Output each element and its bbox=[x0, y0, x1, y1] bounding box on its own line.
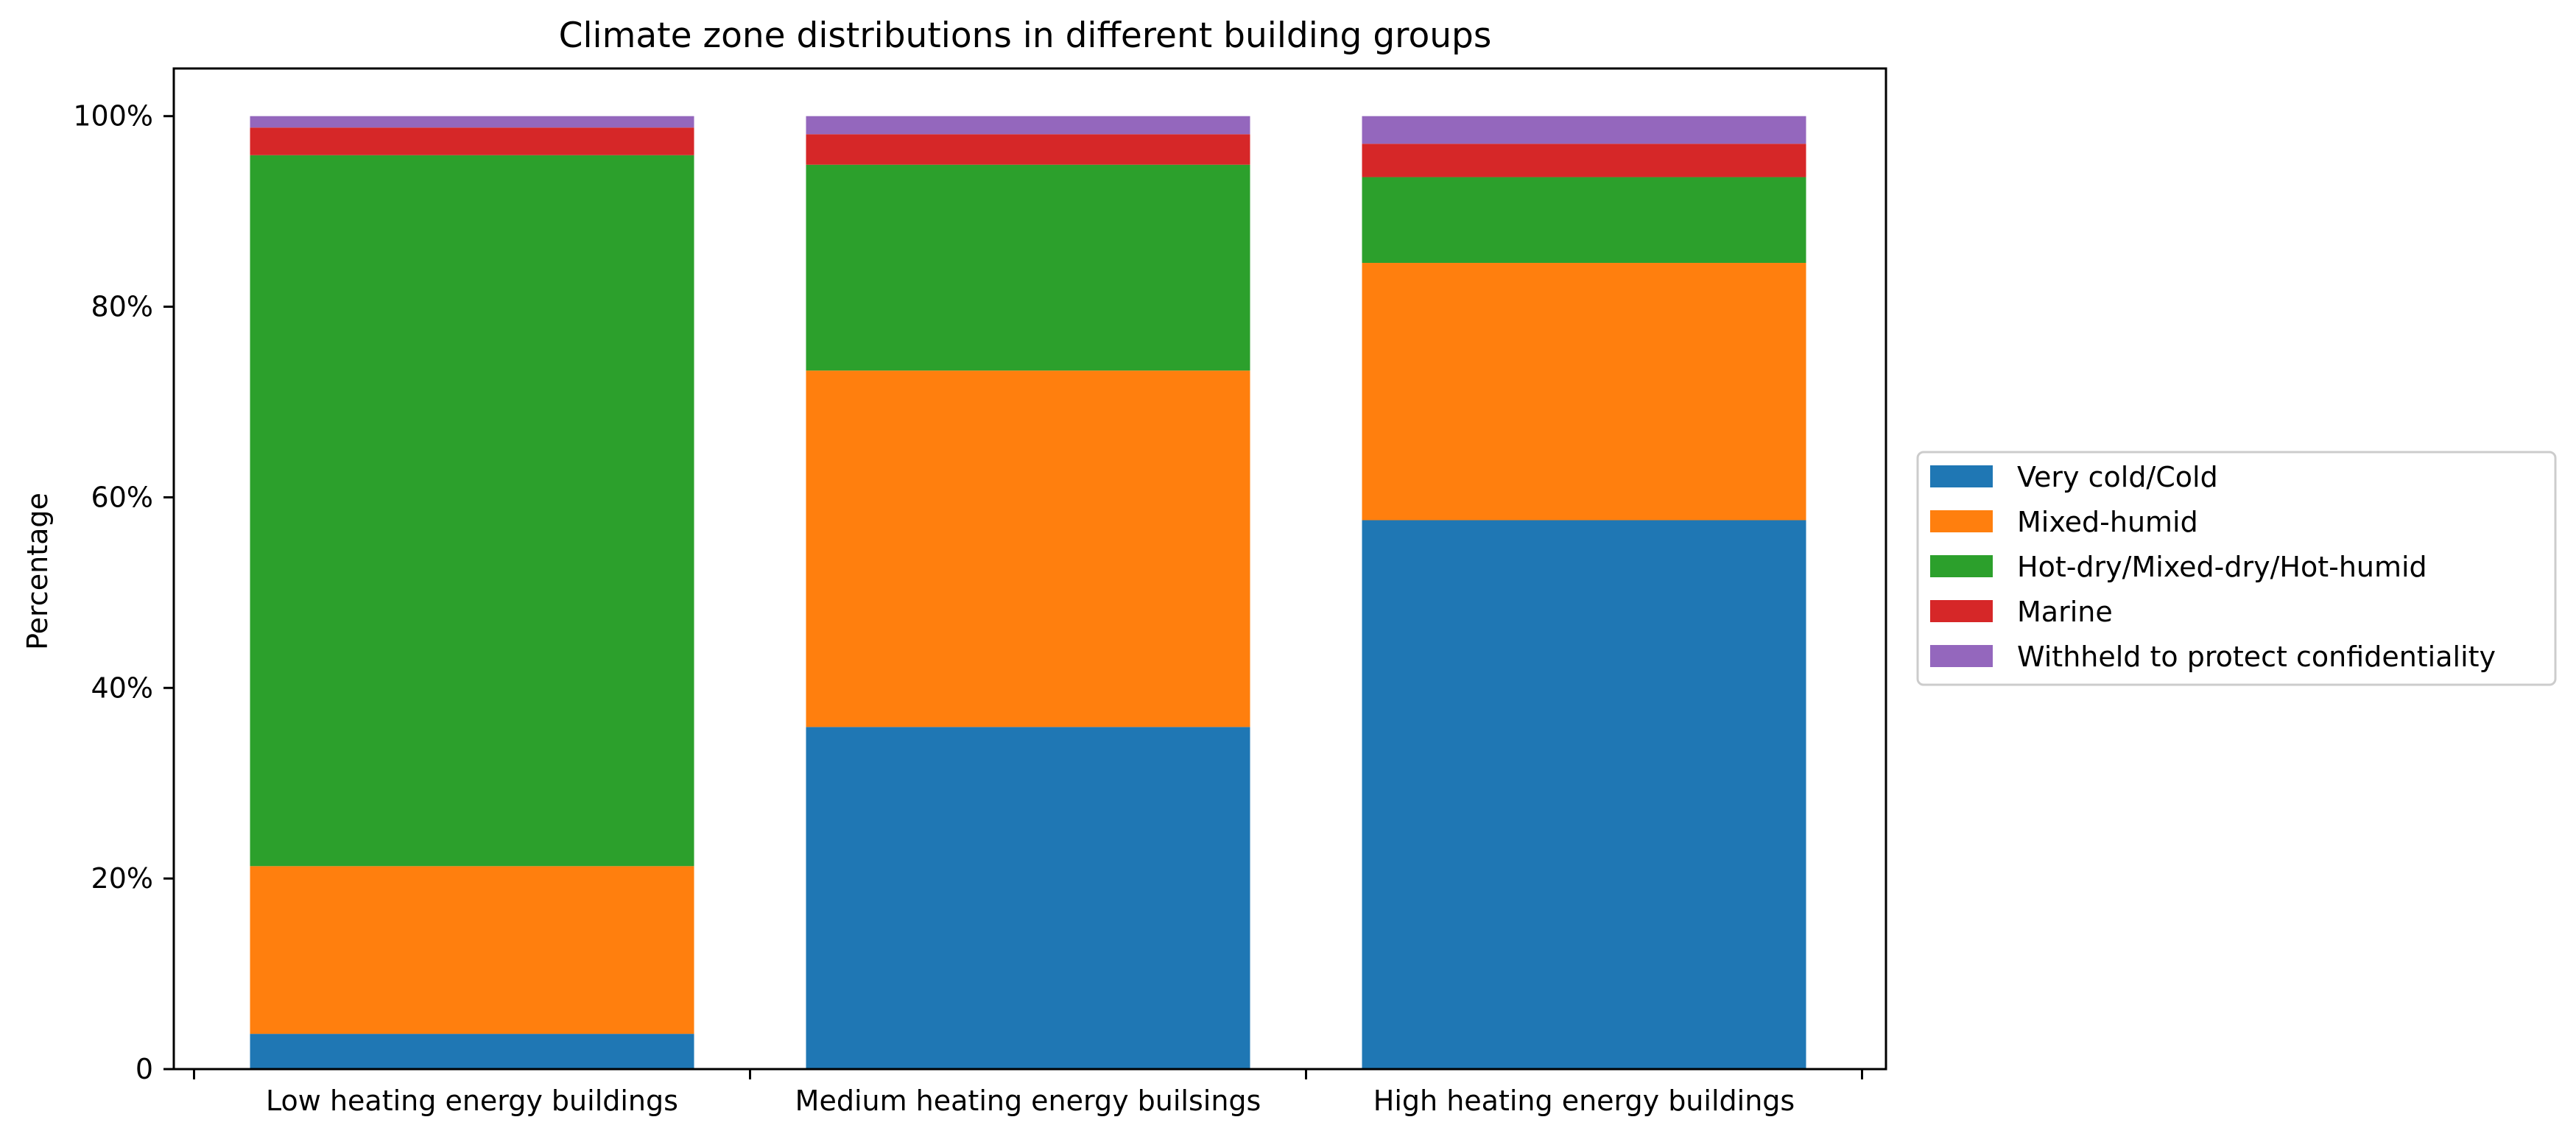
legend: Very cold/Cold Mixed-humid Hot-dry/Mixed-d… bbox=[1916, 451, 2557, 686]
legend-items: Very cold/Cold Mixed-humid Hot-dry/Mixed-d… bbox=[1930, 461, 2496, 673]
legend-label: Very cold/Cold bbox=[2017, 461, 2218, 493]
legend-swatch bbox=[1930, 510, 1993, 532]
x-tick-label: Low heating energy buildings bbox=[266, 1085, 678, 1117]
bar-segment bbox=[250, 127, 694, 155]
bar-segment bbox=[806, 134, 1250, 165]
y-tick-label: 100% bbox=[73, 100, 153, 133]
bar-segment bbox=[806, 116, 1250, 135]
plot-frame bbox=[172, 67, 1887, 1071]
chart-title: Climate zone distributions in different … bbox=[559, 15, 1492, 56]
y-tick-label: 40% bbox=[91, 672, 153, 704]
legend-swatch bbox=[1930, 645, 1993, 667]
bar-segment bbox=[806, 164, 1250, 371]
x-axis-ticks: Low heating energy buildings Medium heati… bbox=[193, 1069, 1863, 1117]
bar-segment bbox=[1362, 263, 1806, 521]
y-tick-label: 0 bbox=[136, 1053, 153, 1085]
legend-label: Hot-dry/Mixed-dry/Hot-humid bbox=[2017, 551, 2427, 583]
bar-segment bbox=[806, 370, 1250, 727]
legend-label: Mixed-humid bbox=[2017, 506, 2198, 538]
legend-label: Withheld to protect confidentiality bbox=[2017, 641, 2496, 673]
bars-layer bbox=[250, 116, 1806, 1069]
y-tick-label: 60% bbox=[91, 481, 153, 513]
bar-segment bbox=[1362, 520, 1806, 1069]
bar-segment bbox=[806, 727, 1250, 1069]
bar-segment bbox=[1362, 177, 1806, 264]
x-tick-label: Medium heating energy builsings bbox=[795, 1085, 1261, 1117]
legend-frame bbox=[1916, 451, 2557, 686]
legend-swatch bbox=[1930, 555, 1993, 577]
y-tick-label: 80% bbox=[91, 291, 153, 323]
legend-swatch bbox=[1930, 465, 1993, 487]
y-axis-ticks: 0 20% 40% 60% 80% 100% bbox=[73, 100, 174, 1085]
bar-segment bbox=[250, 116, 694, 128]
legend-swatch bbox=[1930, 600, 1993, 622]
bar-segment bbox=[250, 866, 694, 1035]
bar-segment bbox=[1362, 116, 1806, 144]
y-tick-label: 20% bbox=[91, 862, 153, 895]
bar-segment bbox=[250, 155, 694, 867]
legend-label: Marine bbox=[2017, 596, 2113, 628]
bar-segment bbox=[1362, 144, 1806, 177]
bar-segment bbox=[250, 1034, 694, 1069]
x-tick-label: High heating energy buildings bbox=[1373, 1085, 1795, 1117]
y-axis-label: Percentage bbox=[21, 493, 54, 650]
